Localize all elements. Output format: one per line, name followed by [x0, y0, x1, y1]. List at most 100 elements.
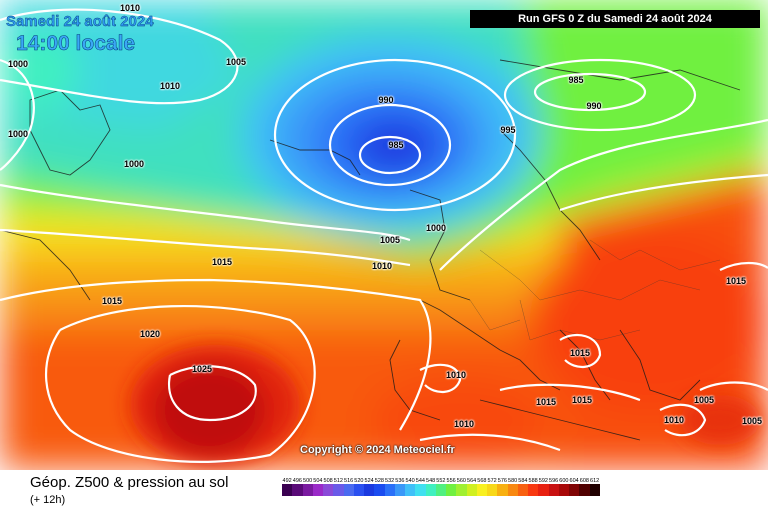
- scale-swatch: [548, 484, 559, 496]
- scale-swatch: [528, 484, 539, 496]
- scale-swatch: [456, 484, 467, 496]
- scale-swatch: [435, 484, 446, 496]
- legend-bar: Géop. Z500 & pression au sol (+ 12h) 492…: [0, 470, 768, 512]
- forecast-lead-time: (+ 12h): [30, 494, 66, 506]
- color-scale: 492 496 500 504 508 512 516 520 524 528 532 536 540 5…: [282, 478, 752, 508]
- isobar-label: 1005: [379, 235, 401, 245]
- scale-label: 496: [292, 478, 302, 484]
- isobar-label: 990: [586, 101, 602, 111]
- scale-swatch: [374, 484, 385, 496]
- scale-swatch: [343, 484, 354, 496]
- scale-swatch: [507, 484, 518, 496]
- scale-label: 508: [323, 478, 333, 484]
- scale-label: 540: [405, 478, 415, 484]
- scale-label: 600: [559, 478, 569, 484]
- scale-label: 512: [333, 478, 343, 484]
- isobar-label: 990: [378, 95, 394, 105]
- scale-swatch: [415, 484, 426, 496]
- isobar-label: 1010: [663, 415, 685, 425]
- isobar-label: 1010: [445, 370, 467, 380]
- scale-swatch: [466, 484, 477, 496]
- scale-label: 520: [354, 478, 364, 484]
- scale-swatch: [538, 484, 549, 496]
- forecast-date: Samedi 24 août 2024: [6, 13, 154, 30]
- isobar-label: 995: [500, 125, 516, 135]
- scale-label: 536: [395, 478, 405, 484]
- isobar-label: 1000: [425, 223, 447, 233]
- scale-label: 500: [303, 478, 313, 484]
- scale-label: 544: [415, 478, 425, 484]
- country-borders: [469, 239, 721, 341]
- scale-swatch: [476, 484, 487, 496]
- isobar-label: 1005: [225, 57, 247, 67]
- scale-label: 568: [477, 478, 487, 484]
- isobar-label: 1010: [159, 81, 181, 91]
- scale-swatch: [333, 484, 344, 496]
- scale-swatch: [497, 484, 508, 496]
- run-banner: Run GFS 0 Z du Samedi 24 août 2024: [470, 10, 760, 28]
- scale-label: 588: [528, 478, 538, 484]
- isobar-label: 1010: [453, 419, 475, 429]
- scale-label: 528: [374, 478, 384, 484]
- scale-swatch: [446, 484, 457, 496]
- scale-swatch: [353, 484, 364, 496]
- scale-label: 492: [282, 478, 292, 484]
- scale-label: 552: [436, 478, 446, 484]
- scale-label: 596: [549, 478, 559, 484]
- isobar-label: 1010: [371, 261, 393, 271]
- scale-label: 532: [385, 478, 395, 484]
- scale-label: 564: [467, 478, 477, 484]
- isobar-label: 1005: [741, 416, 763, 426]
- copyright-notice: Copyright © 2024 Meteociel.fr: [300, 444, 455, 456]
- scale-swatch: [292, 484, 303, 496]
- scale-swatch: [487, 484, 498, 496]
- isobar-label: 1010: [119, 3, 141, 13]
- scale-swatch: [384, 484, 395, 496]
- map-canvas: [0, 0, 768, 470]
- isobar-label: 1015: [569, 348, 591, 358]
- scale-swatch: [579, 484, 590, 496]
- scale-label: 572: [487, 478, 497, 484]
- scale-swatch: [589, 484, 600, 496]
- isobar-label: 985: [568, 75, 584, 85]
- scale-label: 560: [456, 478, 466, 484]
- parameter-title: Géop. Z500 & pression au sol: [30, 474, 229, 491]
- scale-swatch: [312, 484, 323, 496]
- isobars: [0, 8, 768, 463]
- isobar-label: 985: [388, 140, 404, 150]
- forecast-local-time: 14:00 locale: [16, 32, 136, 56]
- isobar-label: 1025: [191, 364, 213, 374]
- isobar-label: 1015: [535, 397, 557, 407]
- scale-swatch: [558, 484, 569, 496]
- scale-label: 576: [497, 478, 507, 484]
- isobar-label: 1015: [725, 276, 747, 286]
- scale-label: 592: [538, 478, 548, 484]
- scale-swatch: [323, 484, 334, 496]
- isobar-label: 1005: [693, 395, 715, 405]
- scale-label: 548: [426, 478, 436, 484]
- scale-label: 516: [344, 478, 354, 484]
- scale-label: 584: [518, 478, 528, 484]
- scale-swatch: [517, 484, 528, 496]
- isobar-label: 1000: [7, 59, 29, 69]
- color-scale-labels: 492 496 500 504 508 512 516 520 524 528 532 536 540 5…: [282, 478, 752, 484]
- weather-map: 1010 1000 1005 1010 1000 1000 990 985 99…: [0, 0, 768, 470]
- scale-swatch: [302, 484, 313, 496]
- isobar-label: 1015: [211, 257, 233, 267]
- scale-swatch: [282, 484, 293, 496]
- scale-label: 608: [579, 478, 589, 484]
- scale-label: 612: [590, 478, 600, 484]
- isobar-label: 1020: [139, 329, 161, 339]
- scale-label: 556: [446, 478, 456, 484]
- isobar-label: 1015: [101, 296, 123, 306]
- scale-swatch: [394, 484, 405, 496]
- scale-label: 524: [364, 478, 374, 484]
- scale-swatch: [569, 484, 580, 496]
- scale-label: 604: [569, 478, 579, 484]
- isobar-label: 1000: [7, 129, 29, 139]
- color-scale-swatches: [282, 484, 752, 496]
- scale-swatch: [425, 484, 436, 496]
- isobar-label: 1000: [123, 159, 145, 169]
- geopotential-field: [0, 0, 768, 470]
- scale-swatch: [405, 484, 416, 496]
